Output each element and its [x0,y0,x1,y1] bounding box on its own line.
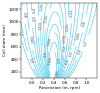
Text: 0.5: 0.5 [69,51,74,58]
Text: 0.06: 0.06 [55,69,60,78]
Text: 0.8: 0.8 [22,12,26,18]
Text: 0.25: 0.25 [40,2,45,11]
X-axis label: Restriction (in, rpm): Restriction (in, rpm) [39,86,80,90]
Text: 0.25: 0.25 [66,22,71,31]
Text: 0.32: 0.32 [70,9,74,17]
Text: 1.0: 1.0 [27,57,33,64]
Text: 0.1: 0.1 [58,56,62,63]
Text: 0.5: 0.5 [30,16,34,22]
Text: 0.32: 0.32 [36,22,40,31]
Text: 0.8: 0.8 [82,20,87,27]
Y-axis label: Cell diam (mm): Cell diam (mm) [3,24,7,56]
Text: 0.65: 0.65 [28,36,33,45]
Text: 1.2: 1.2 [83,40,89,47]
Text: 0.04: 0.04 [48,56,53,65]
Text: 0.16: 0.16 [44,14,50,23]
Text: 0.4: 0.4 [65,58,70,65]
Text: 0.2: 0.2 [63,44,67,51]
Text: 0.65: 0.65 [76,31,82,41]
Text: 1.2: 1.2 [17,30,22,37]
Text: 0.4: 0.4 [33,7,37,13]
Text: 1.0: 1.0 [77,48,83,55]
Text: 0.08: 0.08 [47,37,53,46]
Text: 0.2: 0.2 [41,52,45,58]
Text: 0.13: 0.13 [60,35,64,43]
